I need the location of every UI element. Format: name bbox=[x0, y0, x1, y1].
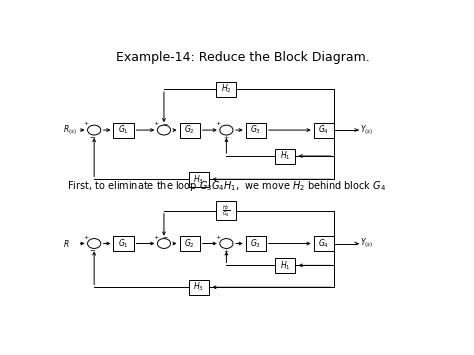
Text: +: + bbox=[83, 235, 88, 240]
Text: $\frac{H_2}{G_4}$: $\frac{H_2}{G_4}$ bbox=[222, 203, 230, 219]
Bar bbox=[275, 148, 295, 164]
Text: $G_3$: $G_3$ bbox=[250, 237, 261, 250]
Bar bbox=[189, 172, 209, 187]
Text: +: + bbox=[223, 135, 228, 140]
Text: Example-14: Reduce the Block Diagram.: Example-14: Reduce the Block Diagram. bbox=[116, 51, 370, 64]
Text: $G_1$: $G_1$ bbox=[118, 237, 129, 250]
Bar bbox=[180, 236, 200, 251]
Text: +: + bbox=[153, 121, 158, 126]
Text: $H_2$: $H_2$ bbox=[221, 83, 232, 95]
Bar bbox=[216, 82, 237, 97]
Text: First, to eliminate the loop $G_3G_4H_1$,  we move $H_2$ behind block $G_4$: First, to eliminate the loop $G_3G_4H_1$… bbox=[66, 179, 386, 193]
Text: −: − bbox=[90, 135, 96, 141]
Text: −: − bbox=[163, 235, 168, 240]
Bar bbox=[314, 236, 334, 251]
Text: $H_3$: $H_3$ bbox=[193, 173, 204, 186]
Text: +: + bbox=[215, 235, 220, 240]
Text: $H_1$: $H_1$ bbox=[280, 259, 291, 272]
Text: $G_4$: $G_4$ bbox=[318, 237, 329, 250]
Bar bbox=[314, 122, 334, 138]
Bar bbox=[189, 280, 209, 295]
Text: −: − bbox=[90, 248, 96, 254]
Text: +: + bbox=[153, 235, 158, 240]
Text: $H_3$: $H_3$ bbox=[193, 281, 204, 294]
Bar bbox=[246, 236, 266, 251]
Text: $H_1$: $H_1$ bbox=[280, 150, 291, 162]
Text: $Y_{(s)}$: $Y_{(s)}$ bbox=[360, 123, 374, 137]
Text: +: + bbox=[83, 121, 88, 126]
Bar bbox=[246, 122, 266, 138]
Bar bbox=[216, 201, 237, 220]
Text: $R_{(s)}$: $R_{(s)}$ bbox=[63, 123, 77, 137]
Text: $G_2$: $G_2$ bbox=[184, 124, 195, 136]
Text: $G_3$: $G_3$ bbox=[250, 124, 261, 136]
Text: $R$: $R$ bbox=[63, 238, 70, 249]
Text: $G_4$: $G_4$ bbox=[318, 124, 329, 136]
Bar bbox=[180, 122, 200, 138]
Text: +: + bbox=[223, 248, 228, 254]
Bar bbox=[113, 236, 134, 251]
Text: $G_2$: $G_2$ bbox=[184, 237, 195, 250]
Bar bbox=[113, 122, 134, 138]
Text: $G_1$: $G_1$ bbox=[118, 124, 129, 136]
Text: −: − bbox=[163, 121, 168, 126]
Text: $Y_{(s)}$: $Y_{(s)}$ bbox=[360, 237, 374, 250]
Text: +: + bbox=[215, 121, 220, 126]
Bar bbox=[275, 258, 295, 273]
